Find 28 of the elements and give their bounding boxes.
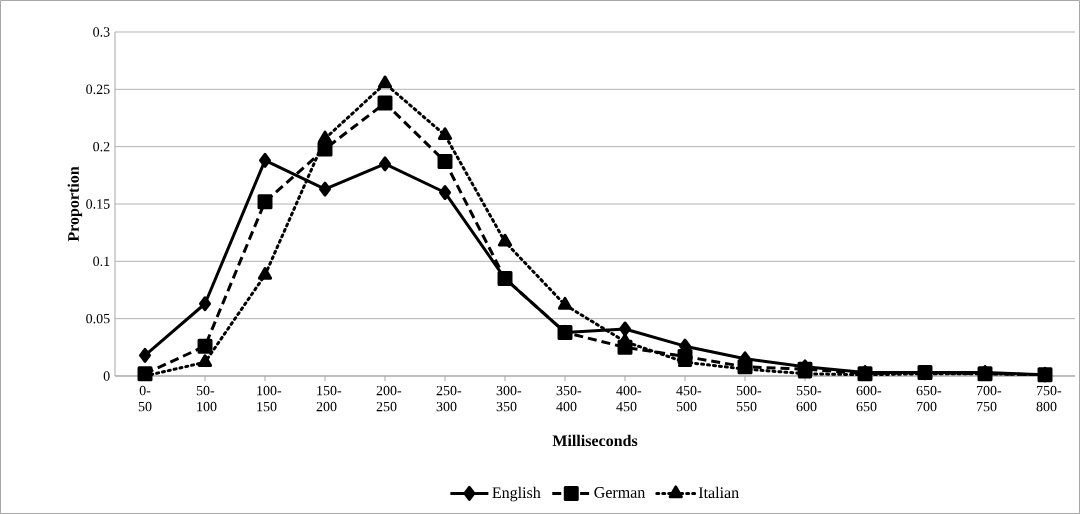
x-tick-label: 100-150: [257, 385, 282, 412]
x-tick-label: 0-50: [138, 385, 152, 412]
legend-label: German: [594, 487, 646, 498]
legend-label: Italian: [698, 486, 739, 499]
y-axis-title: Proportion: [67, 166, 83, 242]
x-tick-label: 150-200: [316, 385, 342, 412]
x-tick-label: 250-300: [436, 385, 462, 412]
x-tick-label: 650-700: [916, 385, 942, 412]
x-tick-label: 400-450: [616, 385, 642, 412]
y-tick-label: 0.1: [93, 256, 110, 267]
x-tick-label: 450-500: [676, 385, 702, 412]
y-tick-label: 0: [103, 371, 110, 381]
y-tick-label: 0.2: [93, 141, 110, 152]
x-tick-label: 300-350: [496, 385, 522, 412]
x-tick-label: 600-650: [856, 385, 882, 412]
y-tick-label: 0.05: [86, 313, 110, 324]
x-tick-label: 200-250: [376, 385, 402, 412]
legend-label: English: [492, 486, 541, 502]
x-tick-label: 500-550: [736, 385, 762, 412]
x-tick-label: 750-800: [1036, 385, 1062, 412]
x-tick-label: 50-100: [196, 385, 217, 412]
x-tick-label: 550-600: [796, 385, 822, 412]
y-tick-label: 0.15: [86, 199, 110, 209]
x-tick-label: 350-400: [556, 385, 582, 412]
y-tick-label: 0.3: [93, 27, 110, 37]
x-axis-title: Milliseconds: [552, 434, 638, 447]
y-tick-label: 0.25: [86, 84, 110, 95]
x-tick-label: 700-750: [976, 385, 1002, 412]
